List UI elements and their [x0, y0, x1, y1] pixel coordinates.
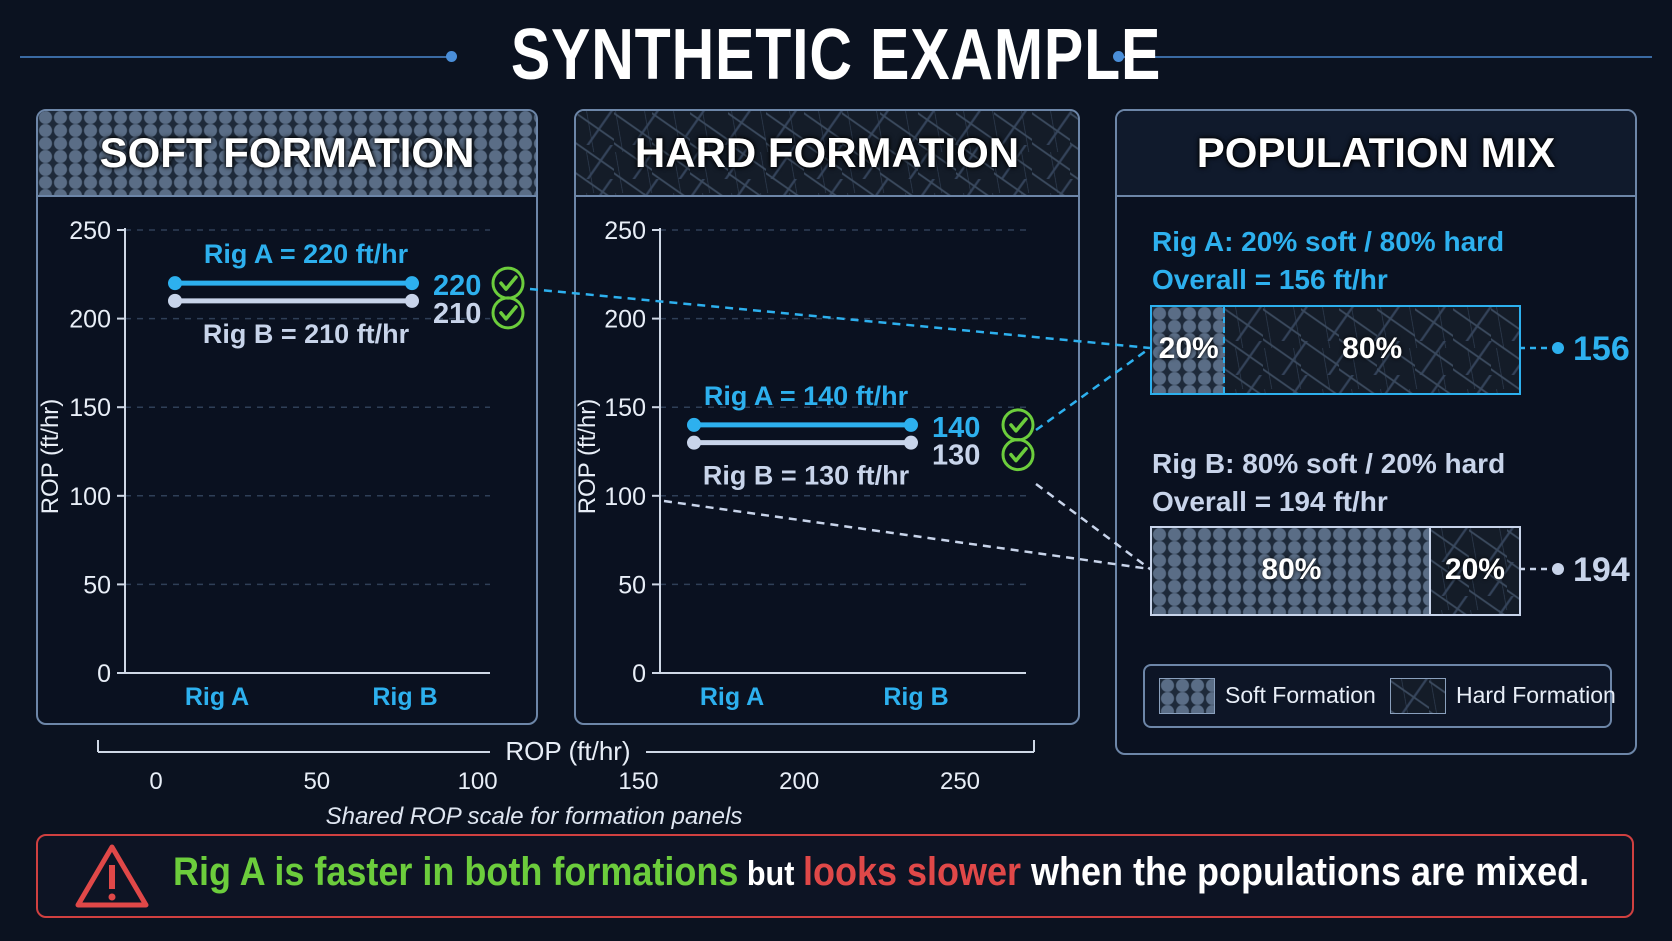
hard-rig-b-label: Rig B = 130 ft/hr: [703, 461, 910, 491]
hard-rig-a-connector: [1035, 346, 1151, 432]
hard-formation-panel: HARD FORMATION: [574, 109, 1080, 725]
hard-rig-b-start-point: [687, 435, 701, 450]
soft-ytick-label: 250: [69, 217, 111, 245]
hard-rig-a-value: 140: [932, 412, 980, 444]
hard-rig-b-value: 130: [932, 440, 980, 472]
title-rule-left-dot: [446, 51, 457, 62]
hard-ytick-label: 200: [604, 306, 646, 334]
soft-rig-a-label: Rig A = 220 ft/hr: [204, 239, 409, 269]
hard-rig-b-end-point: [904, 435, 918, 450]
conclusion-slower: looks slower: [802, 850, 1022, 894]
rig-b-hard-pct: 20%: [1444, 553, 1505, 586]
warning-icon: [75, 844, 149, 908]
soft-y-axis-label: ROP (ft/hr): [37, 399, 64, 515]
conclusion-text: Rig A is faster in both formations but l…: [173, 850, 1589, 895]
rig-a-soft-pct: 20%: [1158, 332, 1219, 365]
hard-y-axis-label: ROP (ft/hr): [574, 399, 601, 515]
shared-scale-tick-label: 150: [618, 768, 658, 795]
population-mix-title: POPULATION MIX: [1196, 129, 1556, 176]
soft-ytick-label: 200: [69, 306, 111, 334]
soft-formation-header: SOFT FORMATION: [38, 111, 536, 197]
rig-b-soft-segment: [1152, 528, 1431, 614]
hard-rig-a-check-icon: [1001, 408, 1035, 442]
soft-rig-a-check-icon: [491, 266, 525, 300]
soft-rig-b-check-icon: [491, 296, 525, 330]
rig-a-overall-label: Overall = 156 ft/hr: [1152, 264, 1388, 295]
soft-category-label: Rig A: [185, 683, 249, 711]
soft-rig-a-value: 220: [433, 270, 481, 302]
title-rule-right: [1122, 56, 1652, 58]
shared-scale-tick-label: 200: [779, 768, 819, 795]
hard-ytick-label: 0: [632, 660, 646, 688]
soft-ytick-label: 0: [97, 660, 111, 688]
hard-formation-title: HARD FORMATION: [634, 129, 1020, 176]
rig-a-mix-bar: 20% 80%: [1150, 305, 1521, 395]
rig-b-overall-value: 194: [1573, 551, 1630, 589]
shared-scale-tick-label: 50: [303, 768, 330, 795]
rig-b-soft-pct: 80%: [1261, 553, 1322, 586]
rig-b-mix-label: Rig B: 80% soft / 20% hard: [1152, 448, 1506, 479]
hard-category-label: Rig A: [700, 683, 764, 711]
shared-scale-tick-label: 0: [149, 768, 162, 795]
soft-rig-b-value: 210: [433, 298, 481, 330]
soft-ytick-label: 50: [83, 571, 111, 599]
formation-legend: Soft Formation Hard Formation: [1143, 664, 1616, 728]
soft-rig-b-label: Rig B = 210 ft/hr: [203, 319, 410, 349]
rig-a-hard-pct: 80%: [1342, 332, 1403, 365]
hard-ytick-label: 250: [604, 217, 646, 245]
conclusion-banner: Rig A is faster in both formations but l…: [36, 834, 1634, 918]
hard-rig-b-check-icon: [1001, 438, 1035, 472]
hard-rig-a-label: Rig A = 140 ft/hr: [704, 381, 909, 411]
conclusion-rest: when the populations are mixed.: [1021, 850, 1590, 894]
hard-ytick-label: 150: [604, 394, 646, 422]
legend-hard-label: Hard Formation: [1456, 682, 1616, 708]
rig-b-overall-point: [1552, 563, 1564, 575]
soft-formation-title: SOFT FORMATION: [99, 129, 475, 176]
soft-rig-b-start-point: [168, 293, 182, 308]
shared-scale-caption: Shared ROP scale for formation panels: [326, 803, 743, 830]
soft-rig-a-end-point: [405, 276, 419, 291]
hard-ytick-label: 50: [618, 571, 646, 599]
shared-scale-tick-label: 250: [940, 768, 980, 795]
rig-a-hard-segment: [1225, 307, 1519, 393]
rig-b-overall-label: Overall = 194 ft/hr: [1152, 486, 1388, 517]
soft-category-label: Rig B: [372, 683, 437, 711]
soft-rig-a-start-point: [168, 276, 182, 291]
rig-b-hard-segment: [1430, 528, 1519, 614]
conclusion-but: but: [738, 855, 803, 893]
population-mix-header: POPULATION MIX: [1117, 111, 1635, 197]
rig-a-soft-segment: [1152, 307, 1226, 393]
soft-rig-a-connector: [529, 287, 1151, 350]
rig-a-mix-label: Rig A: 20% soft / 80% hard: [1152, 226, 1505, 257]
soft-ytick-label: 150: [69, 394, 111, 422]
title-rule-right-dot: [1113, 51, 1124, 62]
hard-rig-a-end-point: [904, 417, 918, 432]
hard-category-label: Rig B: [883, 683, 948, 711]
title-rule-left: [20, 56, 450, 58]
shared-scale-label: ROP (ft/hr): [505, 736, 630, 766]
legend-soft-label: Soft Formation: [1225, 682, 1376, 708]
rig-a-overall-value: 156: [1573, 330, 1630, 368]
soft-rig-b-connector: [663, 499, 1151, 571]
rig-b-mix-bar: 80% 20%: [1150, 526, 1521, 616]
hard-rig-b-connector: [1035, 482, 1151, 571]
soft-formation-panel: SOFT FORMATION: [36, 109, 538, 725]
page-title: SYNTHETIC EXAMPLE: [510, 15, 1162, 95]
hard-ytick-label: 100: [604, 483, 646, 511]
legend-soft-swatch: [1159, 678, 1215, 714]
soft-ytick-label: 100: [69, 483, 111, 511]
hard-rig-a-start-point: [687, 417, 701, 432]
hard-formation-header: HARD FORMATION: [576, 111, 1078, 197]
soft-rig-b-end-point: [405, 293, 419, 308]
rig-a-overall-point: [1552, 342, 1564, 354]
legend-hard-swatch: [1390, 678, 1446, 714]
conclusion-faster: Rig A is faster in both formations: [173, 850, 739, 894]
population-mix-panel: POPULATION MIX: [1115, 109, 1637, 755]
shared-scale-tick-label: 100: [458, 768, 498, 795]
